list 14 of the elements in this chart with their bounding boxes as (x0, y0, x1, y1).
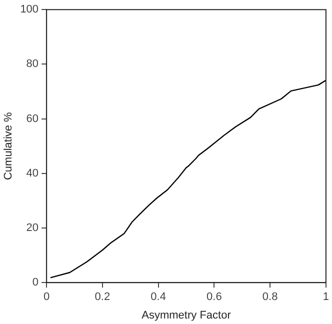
x-tick-label: 0 (43, 291, 50, 304)
y-tick-label: 100 (20, 4, 39, 16)
y-axis-title: Cumulative % (2, 112, 15, 180)
y-tick-label: 80 (26, 58, 39, 70)
x-tick-label: 0.8 (262, 291, 278, 304)
x-tick-label: 0.4 (150, 291, 166, 304)
y-tick-label: 40 (26, 167, 39, 180)
x-axis-title: Asymmetry Factor (142, 309, 232, 322)
x-tick-label: 0.2 (94, 291, 110, 304)
y-tick-label: 60 (26, 112, 39, 125)
x-tick-label: 1 (322, 291, 330, 304)
y-tick-label: 0 (32, 276, 39, 289)
y-tick-label: 20 (26, 222, 39, 234)
x-tick-label: 0.6 (206, 291, 222, 304)
